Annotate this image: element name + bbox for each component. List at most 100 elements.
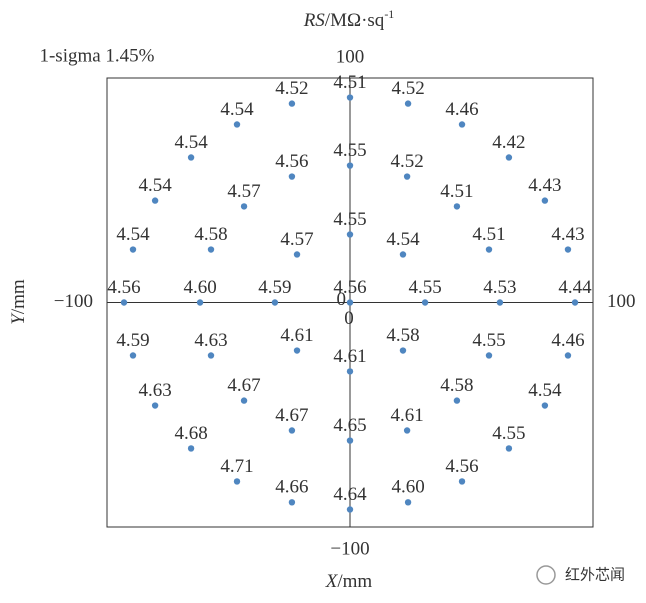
- data-label: 4.58: [386, 325, 419, 346]
- data-point: [346, 94, 354, 101]
- data-label: 4.67: [275, 405, 308, 426]
- data-label: 4.46: [551, 330, 584, 351]
- data-point: [346, 231, 354, 238]
- data-point: [346, 437, 354, 444]
- data-label: 4.54: [528, 380, 562, 401]
- data-label: 4.71: [220, 456, 253, 477]
- data-label: 4.55: [472, 330, 505, 351]
- x-label-var: X: [325, 571, 339, 592]
- chart-title: RS/MΩ·sq-1: [303, 7, 395, 32]
- data-point: [496, 299, 504, 306]
- data-label: 4.55: [408, 277, 441, 298]
- data-point: [288, 427, 296, 434]
- data-point: [187, 445, 195, 452]
- data-label: 4.42: [492, 132, 525, 153]
- data-point: [453, 397, 461, 404]
- data-label: 4.58: [194, 224, 227, 245]
- data-label: 4.68: [174, 423, 207, 444]
- data-label: 4.51: [333, 72, 366, 93]
- data-point: [458, 121, 466, 128]
- data-label: 4.55: [492, 423, 525, 444]
- data-label: 4.51: [440, 181, 473, 202]
- x-label-unit: /mm: [337, 571, 372, 592]
- data-label: 4.63: [194, 330, 227, 351]
- data-point: [346, 506, 354, 513]
- data-label: 4.43: [551, 224, 584, 245]
- data-label: 4.60: [391, 477, 424, 498]
- data-point: [403, 427, 411, 434]
- data-label: 4.61: [280, 325, 313, 346]
- data-point: [404, 499, 412, 506]
- data-label: 4.60: [183, 277, 216, 298]
- data-label: 4.67: [227, 375, 260, 396]
- data-label: 4.64: [333, 484, 367, 505]
- data-label: 4.58: [440, 375, 473, 396]
- data-label: 4.61: [333, 346, 366, 367]
- data-label: 4.52: [390, 151, 423, 172]
- x-axis-label: X/mm: [325, 571, 373, 592]
- data-label: 4.57: [227, 181, 260, 202]
- data-point: [288, 499, 296, 506]
- data-label: 4.65: [333, 415, 366, 436]
- data-label: 4.53: [483, 277, 516, 298]
- data-label: 4.54: [174, 132, 208, 153]
- y-label-unit: /mm: [8, 279, 29, 314]
- title-unit: /MΩ·sq: [325, 10, 385, 31]
- data-label: 4.59: [116, 330, 149, 351]
- data-label: 4.59: [258, 277, 291, 298]
- data-point: [240, 397, 248, 404]
- data-point: [485, 246, 493, 253]
- data-label: 4.55: [333, 209, 366, 230]
- data-label: 4.54: [138, 175, 172, 196]
- data-point: [421, 299, 429, 306]
- data-label: 4.56: [333, 277, 366, 298]
- y-axis-label: Y/mm: [8, 279, 29, 325]
- data-point: [207, 246, 215, 253]
- data-point: [346, 368, 354, 375]
- data-point: [196, 299, 204, 306]
- y-tick-label: −100: [330, 538, 369, 559]
- data-point: [207, 352, 215, 359]
- data-label: 4.54: [386, 229, 420, 250]
- data-point: [271, 299, 279, 306]
- data-label: 4.56: [445, 456, 478, 477]
- data-point: [564, 246, 572, 253]
- watermark: 红外芯闻: [565, 566, 625, 584]
- title-var: RS: [303, 10, 326, 31]
- data-point: [240, 203, 248, 210]
- data-label: 4.54: [220, 99, 254, 120]
- data-point: [403, 173, 411, 180]
- y-tick-label: 100: [336, 46, 365, 67]
- data-label: 4.52: [275, 78, 308, 99]
- data-point: [129, 246, 137, 253]
- data-point: [151, 197, 159, 204]
- data-point: [404, 100, 412, 107]
- annotation: 1-sigma 1.45%: [39, 45, 154, 66]
- data-point: [151, 402, 159, 409]
- data-point: [288, 100, 296, 107]
- data-point: [505, 445, 513, 452]
- data-point: [293, 251, 301, 258]
- y-label-var: Y: [8, 312, 29, 325]
- data-point: [346, 162, 354, 169]
- data-point: [293, 347, 301, 354]
- data-label: 4.51: [472, 224, 505, 245]
- data-point: [233, 478, 241, 485]
- title-exp: -1: [384, 7, 394, 21]
- data-label: 4.61: [390, 405, 423, 426]
- data-point: [458, 478, 466, 485]
- data-label: 4.52: [391, 78, 424, 99]
- data-label: 4.57: [280, 229, 313, 250]
- data-point: [453, 203, 461, 210]
- data-label: 4.56: [275, 151, 308, 172]
- data-point: [129, 352, 137, 359]
- data-point: [233, 121, 241, 128]
- data-point: [346, 299, 354, 306]
- data-label: 4.43: [528, 175, 561, 196]
- data-point: [399, 251, 407, 258]
- data-label: 4.66: [275, 477, 308, 498]
- data-point: [505, 154, 513, 161]
- data-point: [541, 197, 549, 204]
- y-tick-label: 0: [337, 289, 347, 310]
